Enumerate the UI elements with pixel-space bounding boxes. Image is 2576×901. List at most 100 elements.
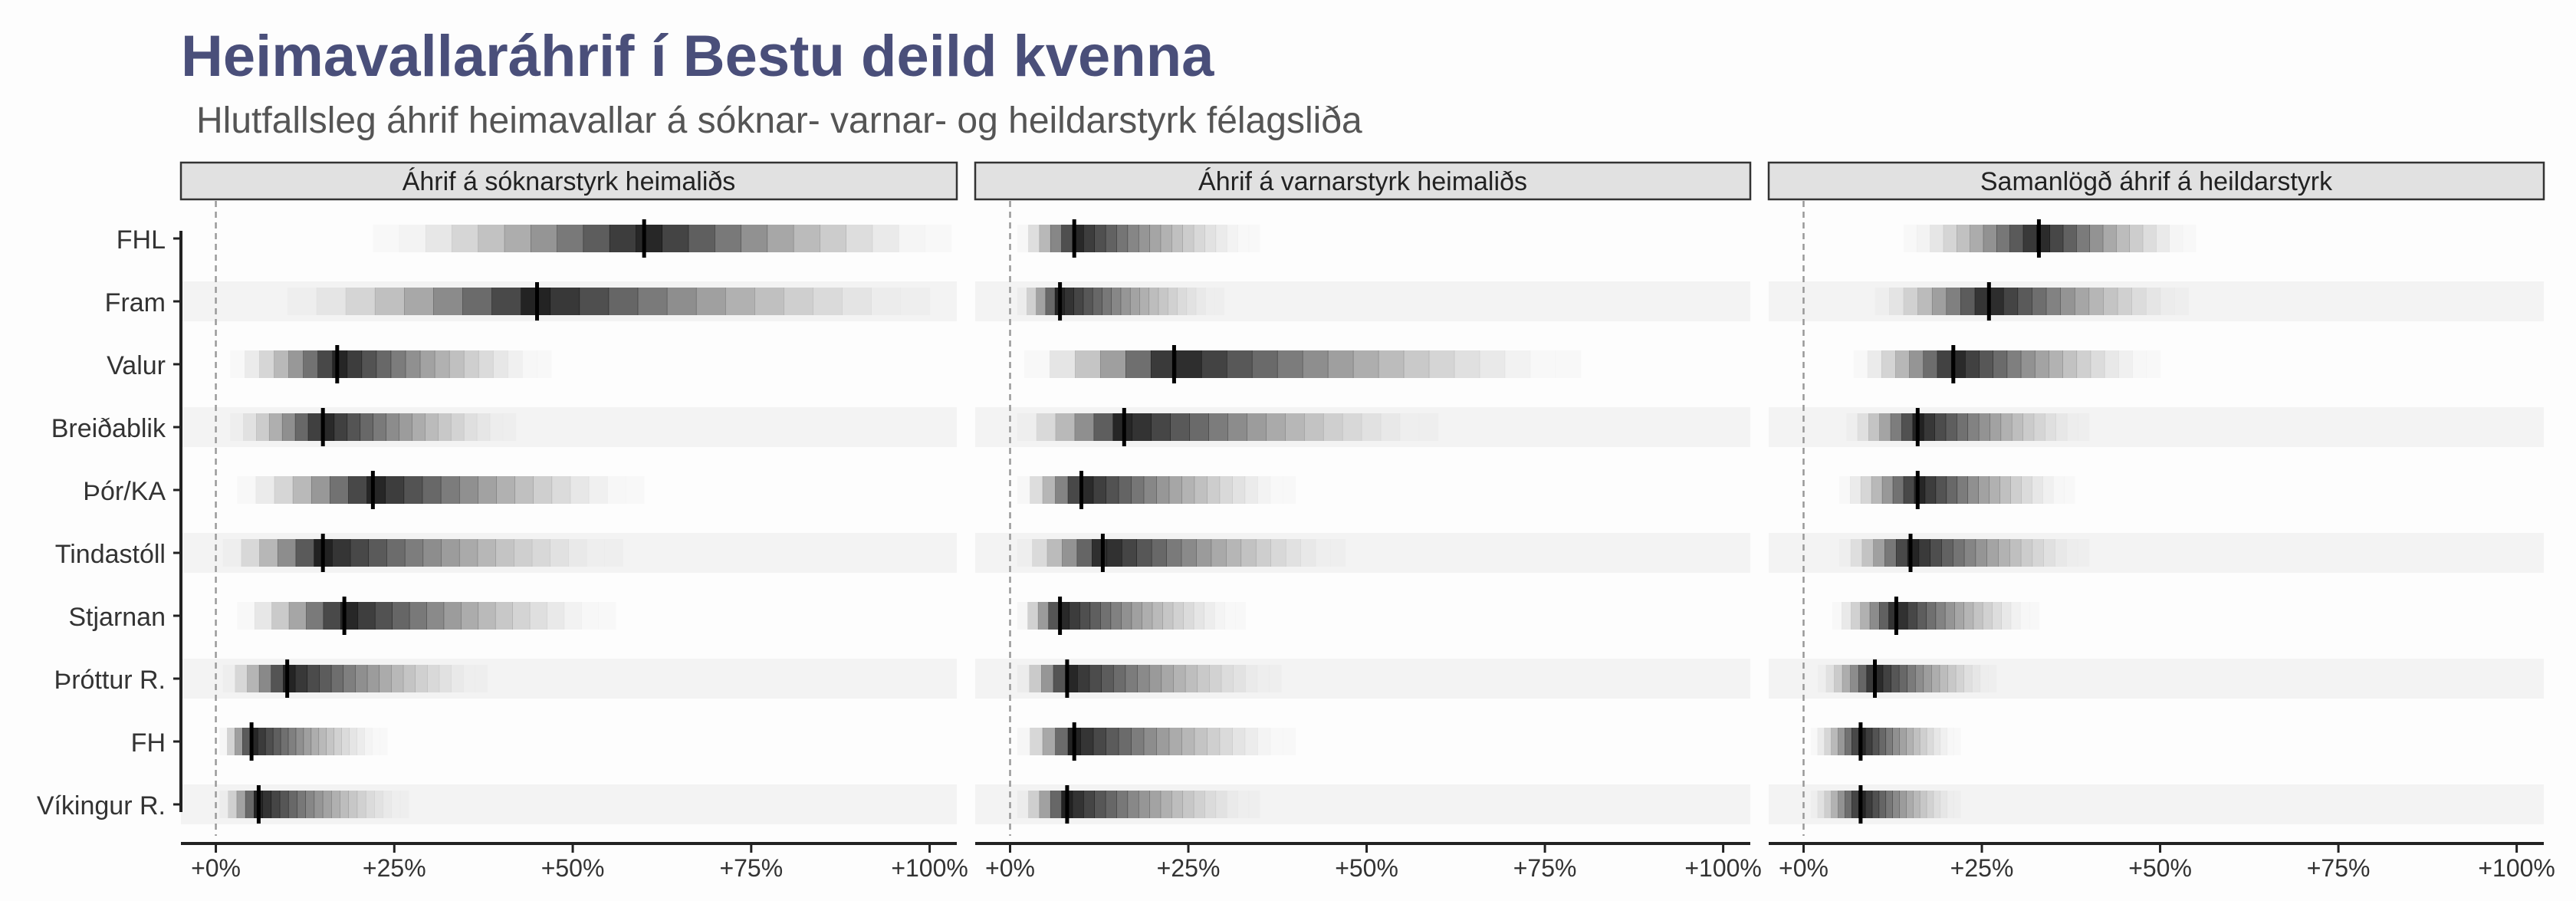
- interval-segment: [1116, 791, 1129, 818]
- interval-segment: [1017, 791, 1029, 818]
- interval-segment: [1269, 665, 1281, 692]
- interval-segment: [271, 791, 281, 818]
- interval-segment: [636, 225, 663, 252]
- interval-segment: [1092, 728, 1106, 755]
- interval-segment: [1903, 476, 1915, 504]
- interval-segment: [1947, 665, 1957, 692]
- interval-segment: [307, 413, 322, 441]
- interval-segment: [2034, 350, 2049, 378]
- interval-segment: [551, 476, 571, 504]
- interval-segment: [310, 476, 330, 504]
- interval-bar: [1817, 791, 1947, 818]
- interval-segment: [2006, 350, 2022, 378]
- interval-segment: [422, 476, 442, 504]
- interval-segment: [1257, 476, 1271, 504]
- interval-segment: [1850, 539, 1863, 567]
- interval-segment: [334, 728, 342, 755]
- interval-segment: [695, 288, 726, 315]
- interval-bar: [1024, 350, 1531, 378]
- interval-segment: [1127, 791, 1139, 818]
- interval-segment: [2055, 413, 2068, 441]
- interval-segment: [568, 539, 587, 567]
- interval-segment: [842, 288, 872, 315]
- interval-segment: [280, 728, 289, 755]
- interval-segment: [1175, 350, 1202, 378]
- interval-segment: [1046, 539, 1063, 567]
- interval-segment: [1983, 225, 1997, 252]
- interval-segment: [1974, 288, 1990, 315]
- interval-segment: [1990, 413, 2002, 441]
- interval-segment: [1845, 728, 1852, 755]
- x-tick-label: +50%: [1335, 854, 1398, 882]
- interval-segment: [1193, 791, 1205, 818]
- interval-segment: [1892, 728, 1900, 755]
- interval-segment: [1403, 350, 1430, 378]
- interval-segment: [1184, 665, 1198, 692]
- team-label: Valur: [107, 351, 166, 380]
- interval-segment: [1861, 539, 1874, 567]
- interval-segment: [1121, 539, 1137, 567]
- interval-segment: [258, 665, 272, 692]
- interval-segment: [1878, 791, 1887, 818]
- interval-segment: [529, 602, 547, 630]
- interval-segment: [1944, 602, 1955, 630]
- interval-segment: [1885, 791, 1893, 818]
- interval-segment: [1998, 539, 2010, 567]
- interval-segment: [2117, 288, 2132, 315]
- interval-segment: [2062, 350, 2078, 378]
- interval-segment: [356, 728, 365, 755]
- interval-segment: [1879, 602, 1889, 630]
- interval-segment: [579, 288, 610, 315]
- interval-segment: [2053, 476, 2065, 504]
- interval-segment: [533, 476, 553, 504]
- x-tick-label: +75%: [2307, 854, 2371, 882]
- interval-segment: [666, 288, 697, 315]
- interval-segment: [1024, 350, 1050, 378]
- interval-segment: [1940, 728, 1947, 755]
- interval-segment: [491, 288, 521, 315]
- interval-segment: [1881, 476, 1894, 504]
- interval-segment: [1030, 476, 1043, 504]
- interval-segment: [357, 602, 376, 630]
- interval-segment: [1240, 539, 1257, 567]
- interval-segment: [1454, 350, 1480, 378]
- interval-segment: [323, 602, 341, 630]
- interval-segment: [492, 350, 508, 378]
- interval-segment: [1818, 665, 1826, 692]
- interval-segment: [347, 413, 361, 441]
- interval-segment: [1943, 225, 1957, 252]
- interval-segment: [1283, 476, 1296, 504]
- interval-segment: [490, 413, 504, 441]
- interval-segment: [1177, 288, 1188, 315]
- interval-segment: [463, 413, 478, 441]
- interval-segment: [1963, 665, 1973, 692]
- x-tick-label: +100%: [2478, 854, 2555, 882]
- interval-segment: [495, 602, 513, 630]
- interval-segment: [1207, 728, 1221, 755]
- interval-segment: [1811, 728, 1818, 755]
- facet-header-box: [1767, 161, 2545, 201]
- interval-segment: [1227, 413, 1247, 441]
- team-label: Þróttur R.: [54, 666, 166, 695]
- interval-segment: [1891, 665, 1900, 692]
- interval-segment: [1931, 288, 1947, 315]
- interval-segment: [1131, 476, 1145, 504]
- interval-segment: [1947, 728, 1953, 755]
- interval-segment: [340, 791, 350, 818]
- interval-segment: [1131, 602, 1142, 630]
- interval-segment: [1105, 225, 1117, 252]
- interval-segment: [1030, 728, 1043, 755]
- interval-segment: [537, 350, 552, 378]
- interval-segment: [438, 413, 452, 441]
- interval-segment: [1322, 413, 1343, 441]
- interval-segment: [310, 728, 320, 755]
- interval-segment: [1214, 602, 1225, 630]
- interval-segment: [741, 225, 768, 252]
- interval-segment: [1039, 791, 1051, 818]
- interval-segment: [434, 350, 450, 378]
- interval-segment: [1940, 791, 1947, 818]
- interval-segment: [1251, 350, 1278, 378]
- interval-segment: [724, 288, 755, 315]
- interval-segment: [1208, 413, 1228, 441]
- interval-segment: [223, 539, 242, 567]
